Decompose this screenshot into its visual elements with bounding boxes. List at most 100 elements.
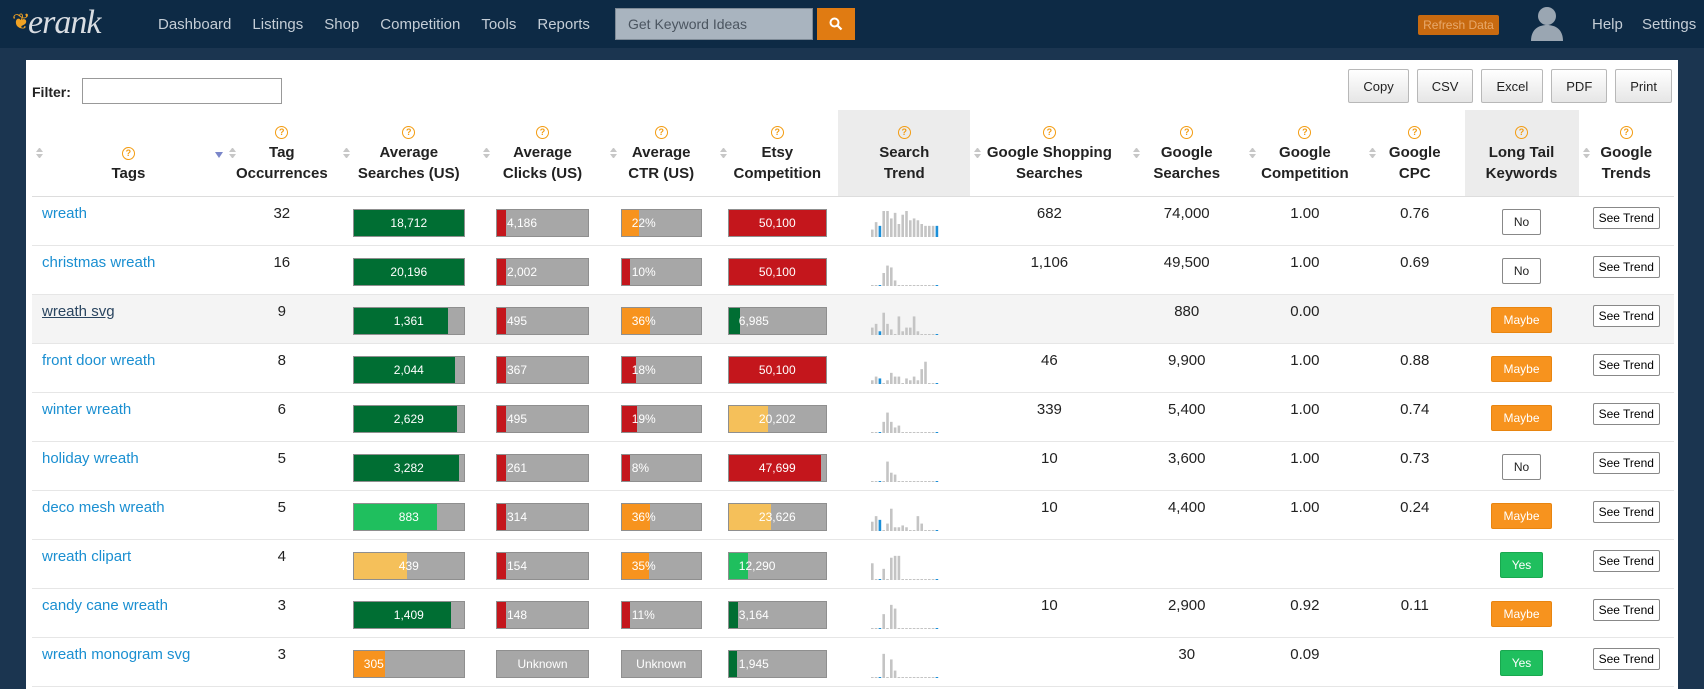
help-question-icon[interactable]: ? — [1619, 125, 1633, 139]
table-row: wreath monogram svg 3 305 Unknown Unknown 1,9… — [32, 637, 1674, 687]
tag-link[interactable]: holiday wreath — [42, 449, 139, 467]
sort-arrows-icon[interactable] — [483, 148, 490, 158]
avg-searches-cell: 3,282 — [338, 441, 479, 491]
see-trend-button[interactable]: See Trend — [1592, 206, 1660, 229]
sparkline-bar — [894, 426, 897, 433]
tag-link[interactable]: front door wreath — [42, 351, 156, 369]
long-tail-cell: Maybe — [1464, 392, 1579, 442]
erank-logo[interactable]: ❦ erank — [10, 4, 135, 44]
column-header-tag-occurrences[interactable]: ? Tag Occurrences — [224, 110, 339, 197]
column-header-label-line1: Google — [1600, 143, 1653, 161]
help-question-icon[interactable]: ? — [1408, 125, 1422, 139]
help-question-icon[interactable]: ? — [897, 125, 911, 139]
sort-arrows-icon[interactable] — [36, 148, 43, 158]
sort-arrows-icon[interactable] — [229, 148, 236, 158]
column-header-google-competition[interactable]: ? Google Competition — [1244, 110, 1365, 197]
pdf-button[interactable]: PDF — [1551, 69, 1608, 103]
filter-input[interactable] — [82, 78, 282, 104]
sort-arrows-icon[interactable] — [1249, 148, 1256, 158]
help-question-icon[interactable]: ? — [1180, 125, 1194, 139]
keyword-search-button[interactable] — [817, 8, 855, 40]
google-competition-cell: 0.00 — [1244, 294, 1365, 344]
sort-arrows-icon[interactable] — [720, 148, 727, 158]
keyword-search-input[interactable] — [615, 8, 813, 40]
nav-shop[interactable]: Shop — [324, 15, 360, 33]
nav-tools[interactable]: Tools — [481, 15, 517, 33]
tag-link[interactable]: candy cane wreath — [42, 596, 168, 614]
refresh-data-button[interactable]: Refresh Data — [1418, 15, 1499, 35]
sort-arrows-icon[interactable] — [1369, 148, 1376, 158]
tag-link[interactable]: winter wreath — [42, 400, 132, 418]
help-question-icon[interactable]: ? — [1515, 125, 1528, 139]
excel-button[interactable]: Excel — [1481, 69, 1544, 103]
sparkline-bar — [890, 421, 893, 433]
column-header-average-ctr[interactable]: ? Average CTR (US) — [606, 110, 717, 197]
help-question-icon[interactable]: ? — [536, 125, 549, 139]
see-trend-button[interactable]: See Trend — [1592, 549, 1660, 572]
help-question-icon[interactable]: ? — [1298, 125, 1312, 139]
sparkline-bar — [878, 225, 882, 237]
sparkline-bar — [924, 361, 928, 384]
see-trend-button[interactable]: See Trend — [1592, 451, 1660, 474]
settings-link[interactable]: Settings — [1642, 15, 1697, 33]
see-trend-button[interactable]: See Trend — [1592, 598, 1660, 621]
nav-dashboard[interactable]: Dashboard — [158, 15, 232, 33]
tag-link[interactable]: christmas wreath — [42, 253, 156, 271]
help-link[interactable]: Help — [1592, 15, 1623, 33]
csv-button[interactable]: CSV — [1416, 69, 1474, 103]
column-header-google-shopping-searches[interactable]: ? Google Shopping Searches — [970, 110, 1129, 197]
sparkline-bar — [924, 529, 928, 531]
help-question-icon[interactable]: ? — [1042, 125, 1056, 139]
column-header-average-clicks[interactable]: ? Average Clicks (US) — [478, 110, 607, 197]
ctr-bar-label: 18% — [631, 362, 656, 377]
tag-link[interactable]: wreath — [42, 204, 88, 222]
ctr-bar-fill — [621, 356, 636, 383]
help-question-icon[interactable]: ? — [402, 125, 416, 139]
sparkline-bar — [901, 578, 905, 580]
column-header-google-cpc[interactable]: ? Google CPC — [1365, 110, 1465, 197]
print-button[interactable]: Print — [1615, 69, 1672, 103]
copy-button[interactable]: Copy — [1348, 69, 1409, 103]
tag-cell: christmas wreath — [32, 245, 225, 295]
user-avatar-icon[interactable] — [1530, 5, 1564, 41]
see-trend-button[interactable]: See Trend — [1592, 255, 1660, 278]
column-header-google-searches[interactable]: ? Google Searches — [1128, 110, 1245, 197]
sparkline-bar — [882, 272, 886, 286]
column-header-search-trend[interactable]: ? Search Trend — [838, 110, 971, 197]
see-trend-button[interactable]: See Trend — [1592, 402, 1660, 425]
etsy-bar-fill — [728, 356, 826, 383]
column-header-average-searches[interactable]: ? Average Searches (US) — [338, 110, 479, 197]
nav-competition[interactable]: Competition — [380, 15, 461, 33]
help-question-icon[interactable]: ? — [121, 146, 135, 160]
see-trend-button[interactable]: See Trend — [1592, 500, 1660, 523]
column-header-long-tail-keywords[interactable]: ? Long Tail Keywords — [1464, 110, 1579, 197]
column-header-google-trends[interactable]: ? Google Trends — [1578, 110, 1674, 197]
nav-listings[interactable]: Listings — [252, 15, 304, 33]
help-question-icon[interactable]: ? — [654, 125, 668, 139]
tag-link[interactable]: wreath svg — [42, 302, 115, 320]
sparkline-bar — [909, 284, 912, 286]
tag-link[interactable]: wreath monogram svg — [42, 645, 191, 663]
sparkline-bar — [890, 328, 893, 335]
clicks-bar-fill — [497, 356, 507, 383]
sort-arrows-icon[interactable] — [610, 148, 617, 158]
help-question-icon[interactable]: ? — [275, 125, 289, 139]
sort-descending-icon[interactable] — [214, 151, 223, 158]
sort-arrows-icon[interactable] — [1583, 148, 1590, 158]
sort-arrows-icon[interactable] — [974, 148, 981, 158]
help-question-icon[interactable]: ? — [770, 125, 784, 139]
avg-clicks-cell: 154 — [478, 539, 607, 589]
see-trend-button[interactable]: See Trend — [1592, 647, 1660, 670]
google-shopping-searches-cell — [970, 294, 1129, 344]
nav-reports[interactable]: Reports — [537, 15, 590, 33]
tag-link[interactable]: wreath clipart — [42, 547, 132, 565]
see-trend-button[interactable]: See Trend — [1592, 353, 1660, 376]
column-header-etsy-competition[interactable]: ? Etsy Competition — [716, 110, 839, 197]
sparkline-bar — [871, 627, 874, 629]
sort-arrows-icon[interactable] — [343, 148, 350, 158]
column-header-tags[interactable]: ? Tags — [32, 110, 225, 197]
tag-link[interactable]: deco mesh wreath — [42, 498, 165, 516]
column-header-label-line2: CTR (US) — [628, 164, 695, 182]
sort-arrows-icon[interactable] — [1133, 148, 1140, 158]
see-trend-button[interactable]: See Trend — [1592, 304, 1660, 327]
